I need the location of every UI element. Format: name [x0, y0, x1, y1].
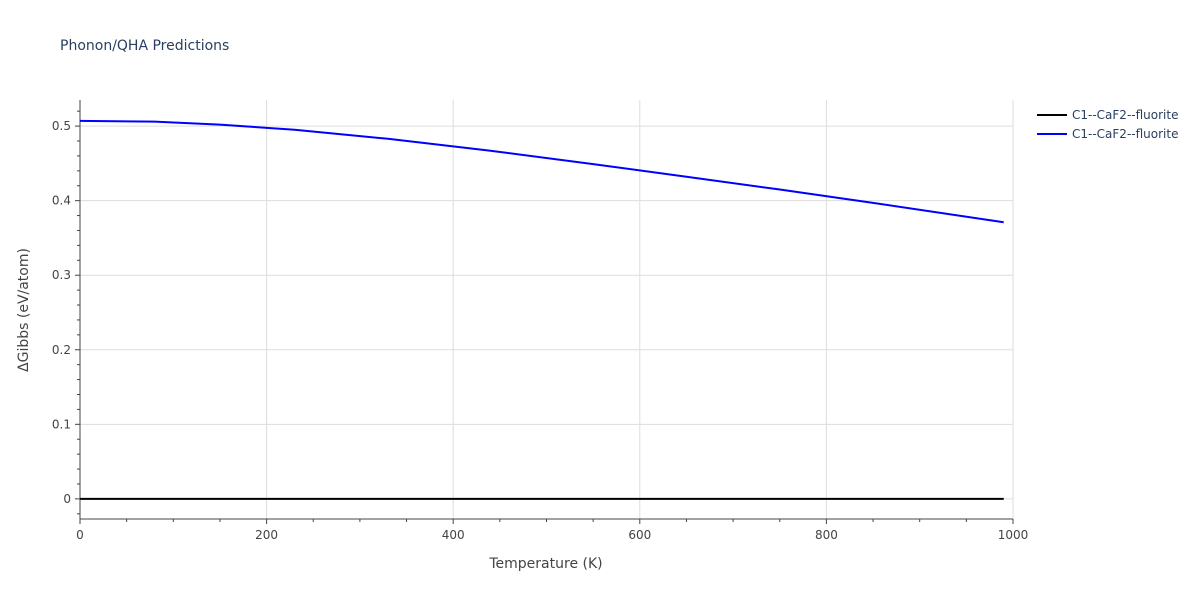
x-tick-label: 400: [442, 528, 465, 542]
series-line-2: [79, 119, 1004, 224]
y-tick-label: 0: [63, 492, 71, 506]
x-tick-label: 800: [815, 528, 838, 542]
legend-label-2: C1--CaF2--fluorite: [1072, 127, 1178, 141]
y-tick-label: 0.4: [52, 194, 71, 208]
y-tick-label: 0.3: [52, 268, 71, 282]
grid: [80, 100, 1014, 519]
axes: 0 200 400 600 800 1000 0 0.1 0.2 0.3 0.4 0.5: [52, 100, 1028, 542]
legend: C1--CaF2--fluorite C1--CaF2--fluorite: [1037, 108, 1178, 141]
series-lines: [79, 119, 1004, 500]
x-tick-label: 1000: [998, 528, 1029, 542]
y-tick-label: 0.2: [52, 343, 71, 357]
y-tick-label: 0.1: [52, 417, 71, 431]
y-tick-label: 0.5: [52, 119, 71, 133]
x-tick-label: 200: [255, 528, 278, 542]
y-axis-title: ΔGibbs (eV/atom): [16, 248, 32, 372]
x-tick-label: 0: [76, 528, 84, 542]
chart-title: Phonon/QHA Predictions: [60, 38, 229, 54]
x-axis-title: Temperature (K): [488, 556, 602, 572]
legend-label-1: C1--CaF2--fluorite: [1072, 108, 1178, 122]
x-tick-label: 600: [628, 528, 651, 542]
